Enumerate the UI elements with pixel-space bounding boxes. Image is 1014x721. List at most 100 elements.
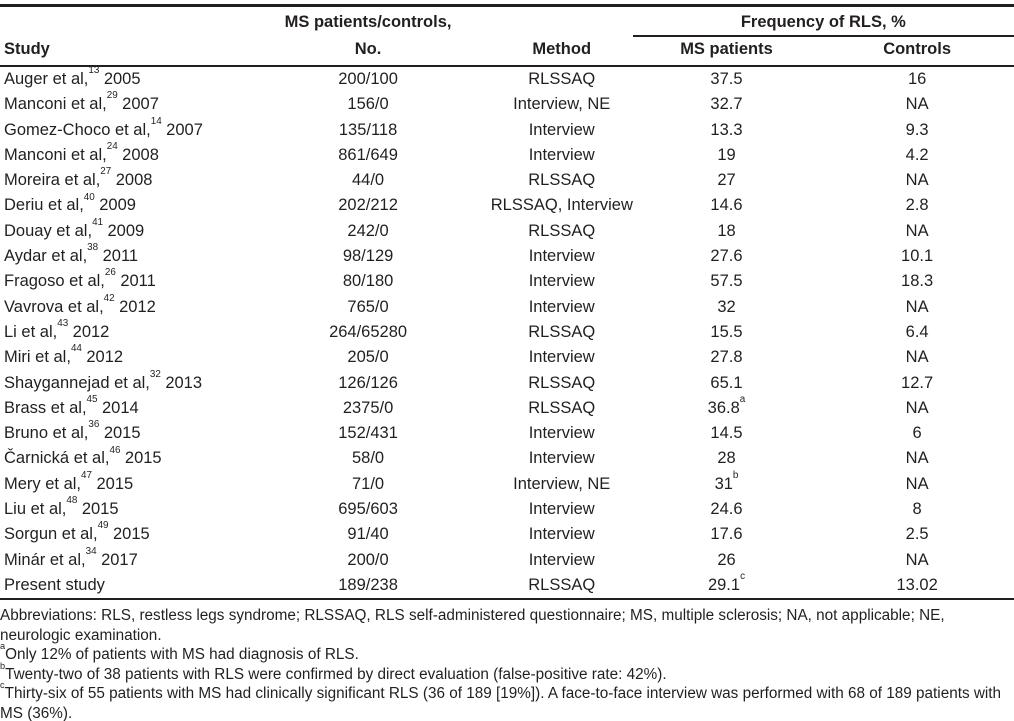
method-cell: RLSSAQ: [528, 322, 596, 341]
controls-frequency-cell: 8: [912, 500, 922, 519]
table-row: Auger et al,13 2005 200/100 RLSSAQ 37.5 1…: [0, 65, 1014, 92]
patients-controls-cell: 264/65280: [329, 322, 408, 341]
ms-frequency-cell: 32.7: [710, 95, 743, 114]
study-cell: Miri et al,44 2012: [4, 343, 124, 367]
method-cell: Interview, NE: [513, 95, 611, 114]
table-row: Manconi et al,24 2008 861/649 Interview 1…: [0, 141, 1014, 168]
ms-frequency-cell: 36.8a: [707, 393, 746, 417]
study-cell: Mery et al,47 2015: [4, 469, 134, 493]
method-cell: Interview: [528, 449, 595, 468]
footnote-b-marker: b: [0, 660, 6, 671]
column-header-patients-controls-line2: No.: [354, 40, 382, 58]
patients-controls-cell: 242/0: [347, 221, 389, 240]
controls-frequency-cell: NA: [905, 348, 929, 367]
controls-frequency-cell: NA: [905, 449, 929, 468]
table-row: Liu et al,48 2015 695/603 Interview 24.6 …: [0, 495, 1014, 522]
controls-frequency-cell: 9.3: [905, 120, 929, 139]
controls-frequency-cell: 13.02: [896, 575, 938, 594]
footnote-b-text: Twenty-two of 38 patients with RLS were …: [5, 665, 667, 683]
controls-frequency-cell: 12.7: [901, 373, 934, 392]
table-header: MS patients/controls, Frequency of RLS, …: [0, 4, 1014, 67]
citation-superscript: 42: [103, 292, 115, 304]
footnote-c-text: Thirty-six of 55 patients with MS had cl…: [0, 685, 1002, 721]
table-row: Minár et al,34 2017 200/0 Interview 26 NA: [0, 545, 1014, 573]
method-cell: Interview: [528, 348, 595, 367]
patients-controls-cell: 189/238: [338, 575, 398, 594]
table-body: Auger et al,13 2005 200/100 RLSSAQ 37.5 1…: [0, 65, 1014, 601]
method-cell: Interview: [528, 145, 595, 164]
ms-frequency-cell: 24.6: [710, 500, 743, 519]
column-header-method: Method: [532, 40, 592, 58]
study-cell: Manconi et al,29 2007: [4, 90, 159, 114]
controls-frequency-cell: NA: [905, 550, 929, 569]
footnote-marker: c: [740, 570, 746, 582]
study-cell: Čarnická et al,46 2015: [4, 444, 162, 468]
patients-controls-cell: 156/0: [347, 95, 389, 114]
table-row: Sorgun et al,49 2015 91/40 Interview 17.6…: [0, 521, 1014, 547]
ms-frequency-cell: 27.6: [710, 247, 743, 266]
citation-superscript: 45: [86, 393, 98, 405]
method-cell: RLSSAQ: [528, 373, 596, 392]
table-row: Vavrova et al,42 2012 765/0 Interview 32 …: [0, 292, 1014, 320]
table-row: Čarnická et al,46 2015 58/0 Interview 28 …: [0, 444, 1014, 471]
study-cell: Minár et al,34 2017: [4, 545, 138, 569]
method-cell: RLSSAQ: [528, 398, 596, 417]
method-cell: Interview: [528, 120, 595, 139]
study-cell: Li et al,43 2012: [4, 318, 110, 341]
controls-frequency-cell: NA: [905, 95, 929, 114]
controls-frequency-cell: 4.2: [905, 145, 929, 164]
footnote-a: aOnly 12% of patients with MS had diagno…: [0, 641, 1014, 665]
citation-superscript: 36: [88, 419, 100, 431]
footnote-b: bTwenty-two of 38 patients with RLS were…: [0, 661, 1014, 685]
patients-controls-cell: 91/40: [347, 525, 389, 544]
table-row: Manconi et al,29 2007 156/0 Interview, NE…: [0, 90, 1014, 117]
citation-superscript: 48: [66, 495, 78, 507]
citation-superscript: 13: [88, 65, 100, 77]
patients-controls-cell: 695/603: [338, 500, 398, 519]
citation-superscript: 26: [104, 267, 116, 279]
patients-controls-cell: 98/129: [342, 247, 394, 266]
citation-superscript: 32: [149, 368, 161, 380]
controls-frequency-cell: NA: [905, 297, 929, 316]
method-cell: Interview, NE: [513, 474, 611, 493]
controls-frequency-cell: 18.3: [901, 272, 934, 291]
method-cell: Interview: [528, 424, 595, 443]
controls-frequency-cell: 2.5: [905, 525, 929, 544]
citation-superscript: 34: [85, 545, 97, 557]
study-cell: Shaygannejad et al,32 2013: [4, 368, 203, 392]
study-cell: Liu et al,48 2015: [4, 495, 119, 519]
table-row: Mery et al,47 2015 71/0 Interview, NE 31b…: [0, 469, 1014, 497]
ms-frequency-cell: 37.5: [710, 70, 743, 88]
study-cell: Auger et al,13 2005: [4, 65, 141, 88]
study-cell: Douay et al,41 2009: [4, 216, 145, 240]
citation-superscript: 40: [83, 191, 95, 203]
study-cell: Present study: [4, 575, 105, 594]
citation-superscript: 27: [100, 166, 112, 178]
patients-controls-cell: 58/0: [352, 449, 385, 468]
ms-frequency-cell: 15.5: [710, 322, 743, 341]
ms-frequency-cell: 27: [717, 171, 736, 190]
table-row: Present study 189/238 RLSSAQ 29.1c 13.02: [0, 570, 1014, 598]
citation-superscript: 14: [150, 115, 162, 127]
column-header-patients-controls-line1: MS patients/controls,: [284, 13, 452, 31]
table-row: Gomez-Choco et al,14 2007 135/118 Intervi…: [0, 115, 1014, 143]
ms-frequency-cell: 13.3: [710, 120, 743, 139]
method-cell: Interview: [528, 525, 595, 544]
study-cell: Fragoso et al,26 2011: [4, 267, 156, 291]
controls-frequency-cell: NA: [905, 221, 929, 240]
patients-controls-cell: 126/126: [338, 373, 398, 392]
method-cell: RLSSAQ: [528, 575, 596, 594]
ms-frequency-cell: 19: [717, 145, 736, 164]
study-cell: Gomez-Choco et al,14 2007: [4, 115, 203, 139]
ms-frequency-cell: 17.6: [710, 525, 743, 544]
patients-controls-cell: 2375/0: [342, 398, 394, 417]
footnote-c: cThirty-six of 55 patients with MS had c…: [0, 680, 1014, 721]
table-row: Deriu et al,40 2009 202/212 RLSSAQ, Inter…: [0, 191, 1014, 218]
study-cell: Moreira et al,27 2008: [4, 166, 153, 190]
method-cell: RLSSAQ: [528, 171, 596, 190]
ms-frequency-cell: 14.6: [710, 196, 743, 215]
table-row: Fragoso et al,26 2011 80/180 Interview 57…: [0, 267, 1014, 294]
ms-frequency-cell: 18: [717, 221, 736, 240]
table-row: Aydar et al,38 2011 98/129 Interview 27.6…: [0, 243, 1014, 269]
rls-frequency-table-page: MS patients/controls, Frequency of RLS, …: [0, 4, 1014, 721]
